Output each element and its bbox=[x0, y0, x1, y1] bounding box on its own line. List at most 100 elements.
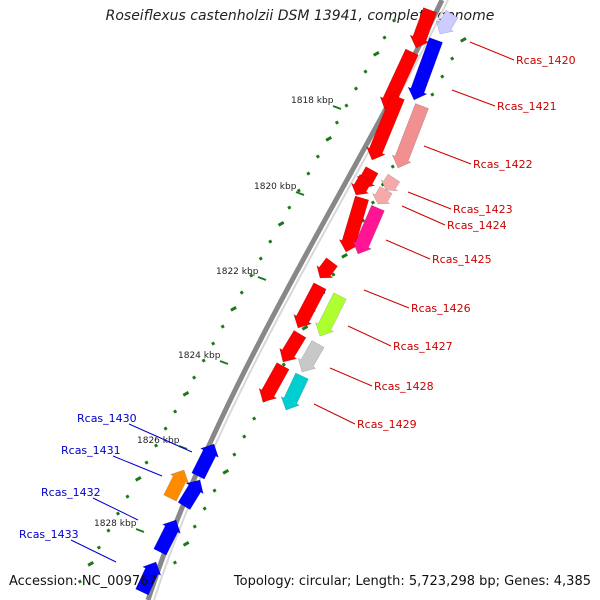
minor-tick bbox=[163, 426, 168, 431]
minor-tick bbox=[353, 86, 359, 91]
scale-label: 1826 kbp bbox=[137, 436, 180, 446]
inner-tick bbox=[222, 469, 230, 475]
minor-tick bbox=[306, 171, 311, 176]
major-tick bbox=[372, 51, 380, 57]
major-tick bbox=[134, 476, 142, 482]
label-leader bbox=[313, 403, 356, 425]
scale-tick bbox=[219, 360, 229, 365]
gene-label: Rcas_1428 bbox=[374, 380, 434, 393]
inner-tick bbox=[212, 488, 217, 493]
gene-arrow-reverse bbox=[191, 443, 219, 480]
scale-tick bbox=[295, 191, 305, 196]
inner-tick bbox=[460, 37, 467, 43]
cog-block bbox=[407, 37, 443, 101]
gene-arrow-rcas-1422 bbox=[366, 94, 405, 161]
label-leader bbox=[401, 205, 446, 226]
minor-tick bbox=[296, 188, 301, 193]
label-leader bbox=[112, 455, 163, 477]
inner-tick bbox=[281, 362, 286, 367]
minor-tick bbox=[192, 375, 197, 380]
gene-arrow-reverse bbox=[163, 469, 189, 502]
minor-tick bbox=[287, 205, 292, 210]
label-leader bbox=[128, 423, 193, 453]
gene-arrow-reverse bbox=[153, 519, 181, 556]
gene-label: Rcas_1431 bbox=[61, 444, 121, 457]
minor-tick bbox=[258, 256, 263, 261]
label-leader bbox=[347, 325, 392, 347]
gene-arrow-rcas-1429 bbox=[258, 362, 290, 403]
gene-label: Rcas_1426 bbox=[411, 302, 471, 315]
gene-label: Rcas_1424 bbox=[447, 219, 507, 232]
gene-label: Rcas_1433 bbox=[19, 528, 79, 541]
gene-arrow-rcas-1425 bbox=[338, 195, 370, 253]
label-leader bbox=[70, 539, 117, 563]
topology-text: Topology: circular; Length: 5,723,298 bp… bbox=[233, 574, 591, 589]
gene-arrow-rcas-1426 bbox=[316, 257, 338, 279]
minor-tick bbox=[220, 324, 225, 329]
cog-block bbox=[352, 204, 385, 255]
inner-tick bbox=[390, 164, 395, 169]
inner-tick bbox=[172, 560, 177, 565]
cog-block bbox=[371, 186, 393, 205]
gene-arrow-rcas-1424 bbox=[350, 174, 373, 196]
label-leader bbox=[363, 289, 410, 309]
minor-tick bbox=[106, 528, 111, 533]
gene-label: Rcas_1422 bbox=[473, 158, 533, 171]
scale-label: 1818 kbp bbox=[291, 96, 334, 106]
minor-tick bbox=[239, 290, 244, 295]
inner-tick bbox=[430, 92, 435, 97]
label-leader bbox=[423, 145, 472, 165]
inner-tick bbox=[440, 74, 445, 79]
label-leader bbox=[92, 497, 139, 521]
cog-block bbox=[435, 10, 459, 35]
cog-block bbox=[297, 340, 325, 373]
scale-tick bbox=[135, 528, 145, 533]
label-leader bbox=[385, 239, 431, 260]
inner-tick bbox=[232, 452, 237, 457]
cog-block bbox=[391, 103, 429, 169]
major-tick bbox=[87, 561, 95, 567]
minor-tick bbox=[153, 443, 159, 448]
label-leader bbox=[451, 89, 496, 107]
scale-label: 1822 kbp bbox=[216, 267, 259, 277]
scale-tick bbox=[332, 105, 342, 110]
gene-arrow-rcas-1428 bbox=[279, 330, 307, 363]
inner-tick bbox=[341, 253, 348, 259]
scale-label: 1828 kbp bbox=[94, 519, 137, 529]
minor-tick bbox=[315, 154, 320, 159]
inner-tick bbox=[370, 200, 375, 205]
cog-block bbox=[280, 372, 309, 411]
minor-tick bbox=[382, 35, 387, 40]
minor-tick bbox=[201, 358, 206, 363]
inner-tick bbox=[192, 524, 197, 529]
minor-tick bbox=[363, 69, 368, 74]
gene-arrow-rcas-1420 bbox=[409, 7, 437, 49]
label-leader bbox=[407, 191, 452, 210]
gene-label: Rcas_1429 bbox=[357, 418, 417, 431]
major-tick bbox=[277, 221, 285, 227]
minor-tick bbox=[144, 460, 149, 465]
scale-label: 1820 kbp bbox=[254, 182, 297, 192]
minor-tick bbox=[334, 120, 339, 125]
inner-tick bbox=[242, 434, 247, 439]
gene-label: Rcas_1423 bbox=[453, 203, 513, 216]
minor-tick bbox=[344, 103, 349, 108]
inner-tick bbox=[450, 56, 455, 61]
major-tick bbox=[230, 306, 237, 312]
scale-label: 1824 kbp bbox=[178, 351, 221, 361]
minor-tick bbox=[115, 511, 121, 516]
gene-label: Rcas_1430 bbox=[77, 412, 137, 425]
inner-tick bbox=[301, 325, 309, 331]
accession-text: Accession: NC_009767 bbox=[9, 574, 157, 589]
gene-label: Rcas_1421 bbox=[497, 100, 557, 113]
scale-tick bbox=[257, 276, 267, 281]
label-leader bbox=[469, 41, 515, 61]
inner-tick bbox=[252, 416, 257, 421]
inner-tick bbox=[331, 272, 336, 277]
minor-tick bbox=[392, 18, 397, 23]
minor-tick bbox=[173, 409, 178, 414]
gene-label: Rcas_1432 bbox=[41, 486, 101, 499]
genome-backbone-shadow bbox=[153, 0, 449, 600]
gene-arrow-reverse bbox=[135, 561, 162, 596]
